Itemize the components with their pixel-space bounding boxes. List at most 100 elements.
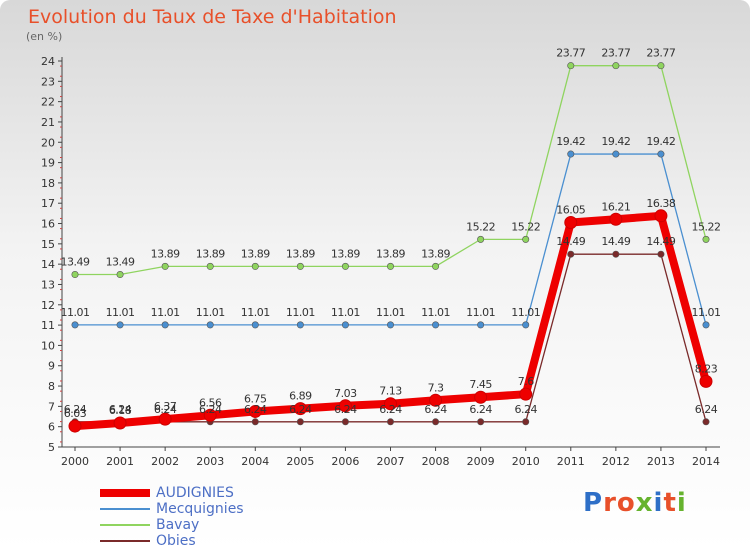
data-label-bavay: 13.89 — [151, 247, 180, 260]
data-label-audignies: 16.05 — [556, 204, 585, 217]
data-label-audignies: 6.89 — [289, 390, 312, 403]
data-label-bavay: 23.77 — [646, 47, 675, 60]
data-point-obies — [432, 418, 440, 426]
x-tick-label: 2003 — [196, 455, 224, 468]
y-tick-label: 22 — [41, 96, 55, 109]
logo-letter: i — [653, 488, 664, 518]
x-tick-label: 2000 — [61, 455, 89, 468]
data-label-obies: 6.24 — [334, 403, 357, 416]
y-tick-label: 11 — [41, 319, 55, 332]
legend-swatch-bavay — [100, 524, 150, 526]
y-tick-label: 6 — [48, 421, 55, 434]
data-point-mecquignies — [657, 150, 665, 158]
data-point-mecquignies — [702, 321, 710, 329]
x-tick-label: 2004 — [241, 455, 269, 468]
data-label-obies: 6.24 — [154, 403, 177, 416]
data-label-audignies: 6.75 — [244, 392, 267, 405]
y-tick-label: 10 — [41, 339, 55, 352]
data-point-obies — [522, 418, 530, 426]
data-label-audignies: 6.03 — [64, 407, 87, 420]
data-label-bavay: 15.22 — [466, 220, 495, 233]
data-label-bavay: 13.89 — [286, 247, 315, 260]
data-label-bavay: 13.89 — [421, 247, 450, 260]
data-point-obies — [251, 418, 259, 426]
legend-item-bavay: Bavay — [100, 517, 244, 533]
data-point-mecquignies — [71, 321, 79, 329]
legend-item-mecquignies: Mecquignies — [100, 501, 244, 517]
data-point-bavay — [522, 235, 530, 243]
data-point-obies — [567, 250, 575, 258]
y-tick-label: 23 — [41, 75, 55, 88]
data-label-audignies: 16.38 — [646, 197, 675, 210]
data-point-audignies — [203, 408, 217, 422]
data-point-mecquignies — [522, 321, 530, 329]
data-point-mecquignies — [161, 321, 169, 329]
x-tick-label: 2008 — [422, 455, 450, 468]
x-tick-label: 2007 — [377, 455, 405, 468]
data-label-bavay: 13.49 — [61, 256, 90, 269]
y-unit-label: (en %) — [26, 30, 63, 43]
data-point-bavay — [567, 62, 575, 70]
data-point-mecquignies — [296, 321, 304, 329]
data-label-mecquignies: 11.01 — [692, 306, 721, 319]
data-label-mecquignies: 11.01 — [376, 306, 405, 319]
y-tick-label: 18 — [41, 177, 55, 190]
x-tick-label: 2002 — [151, 455, 179, 468]
data-point-bavay — [116, 271, 124, 279]
legend-swatch-mecquignies — [100, 508, 150, 510]
legend-label-mecquignies: Mecquignies — [156, 501, 244, 517]
data-label-bavay: 15.22 — [511, 220, 540, 233]
x-tick-label: 2006 — [331, 455, 359, 468]
legend: AUDIGNIES Mecquignies Bavay Obies — [100, 485, 244, 549]
data-label-bavay: 13.89 — [331, 247, 360, 260]
data-point-bavay — [71, 271, 79, 279]
legend-label-audignies: AUDIGNIES — [156, 485, 234, 501]
data-label-audignies: 8.23 — [695, 362, 718, 375]
data-point-audignies — [609, 212, 623, 226]
x-tick-label: 2014 — [692, 455, 720, 468]
x-tick-label: 2010 — [512, 455, 540, 468]
data-label-bavay: 15.22 — [692, 220, 721, 233]
data-label-obies: 6.24 — [244, 403, 267, 416]
chart-title: Evolution du Taux de Taxe d'Habitation — [28, 6, 397, 28]
data-point-obies — [477, 418, 485, 426]
data-point-audignies — [699, 374, 713, 388]
y-tick-label: 13 — [41, 278, 55, 291]
data-label-obies: 6.24 — [695, 403, 718, 416]
legend-item-obies: Obies — [100, 533, 244, 549]
data-point-audignies — [564, 216, 578, 230]
y-tick-label: 12 — [41, 299, 55, 312]
data-point-bavay — [477, 235, 485, 243]
data-label-bavay: 23.77 — [601, 47, 630, 60]
data-label-audignies: 6.56 — [199, 396, 222, 409]
data-label-mecquignies: 11.01 — [286, 306, 315, 319]
logo-letter: P — [583, 488, 604, 518]
data-label-obies: 6.24 — [424, 403, 447, 416]
data-label-mecquignies: 11.01 — [331, 306, 360, 319]
legend-swatch-obies — [100, 540, 150, 542]
data-point-audignies — [654, 209, 668, 223]
data-label-audignies: 7.3 — [428, 381, 444, 394]
data-label-bavay: 23.77 — [556, 47, 585, 60]
data-label-bavay: 13.89 — [376, 247, 405, 260]
data-label-audignies: 6.18 — [109, 404, 132, 417]
data-point-bavay — [612, 62, 620, 70]
data-point-mecquignies — [341, 321, 349, 329]
data-point-bavay — [341, 262, 349, 270]
y-tick-label: 5 — [48, 441, 55, 454]
data-point-bavay — [702, 235, 710, 243]
y-tick-label: 15 — [41, 238, 55, 251]
data-point-audignies — [158, 412, 172, 426]
data-point-obies — [341, 418, 349, 426]
logo-letter: x — [635, 488, 654, 518]
data-point-obies — [296, 418, 304, 426]
data-point-bavay — [206, 262, 214, 270]
data-point-mecquignies — [567, 150, 575, 158]
data-label-audignies: 7.45 — [469, 378, 492, 391]
data-point-mecquignies — [477, 321, 485, 329]
x-tick-label: 2012 — [602, 455, 630, 468]
data-label-obies: 6.24 — [109, 403, 132, 416]
legend-label-bavay: Bavay — [156, 517, 200, 533]
data-label-mecquignies: 11.01 — [511, 306, 540, 319]
